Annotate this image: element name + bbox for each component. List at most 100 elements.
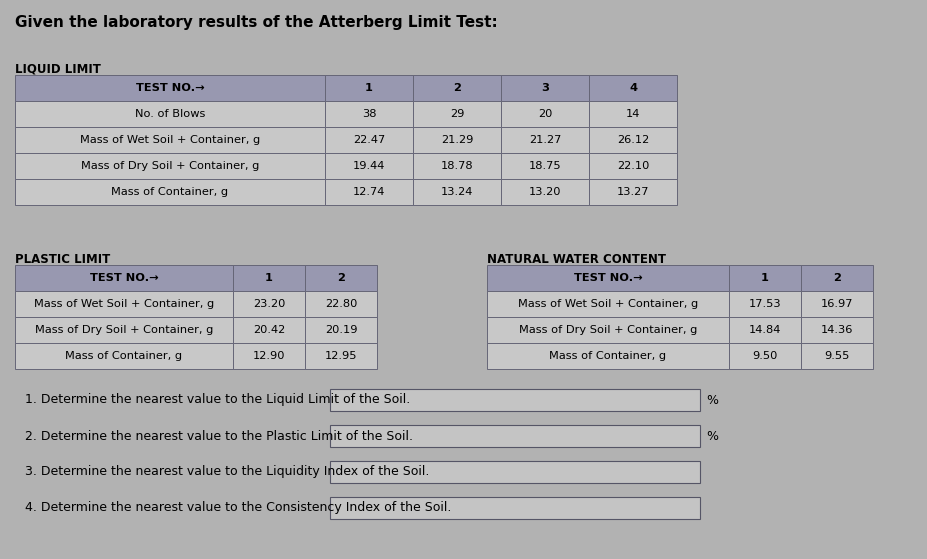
Bar <box>501 153 589 179</box>
Text: 16.97: 16.97 <box>820 299 853 309</box>
Text: 17.53: 17.53 <box>749 299 781 309</box>
Text: TEST NO.→: TEST NO.→ <box>135 83 204 93</box>
Bar <box>487 343 729 369</box>
Text: 20.42: 20.42 <box>253 325 286 335</box>
Text: 1. Determine the nearest value to the Liquid Limit of the Soil.: 1. Determine the nearest value to the Li… <box>25 394 411 406</box>
Text: 13.20: 13.20 <box>528 187 561 197</box>
Text: No. of Blows: No. of Blows <box>134 109 205 119</box>
Bar <box>305 265 377 291</box>
Bar <box>330 425 700 447</box>
Text: PLASTIC LIMIT: PLASTIC LIMIT <box>15 253 110 266</box>
Bar <box>15 343 233 369</box>
Bar <box>15 265 233 291</box>
Text: 14.84: 14.84 <box>749 325 781 335</box>
Bar <box>15 179 325 205</box>
Text: 19.44: 19.44 <box>353 161 386 171</box>
Bar <box>325 153 413 179</box>
Text: 2: 2 <box>833 273 841 283</box>
Text: 22.10: 22.10 <box>616 161 649 171</box>
Text: Mass of Wet Soil + Container, g: Mass of Wet Soil + Container, g <box>518 299 698 309</box>
Text: 29: 29 <box>450 109 464 119</box>
Text: %: % <box>706 429 718 443</box>
Text: Mass of Dry Soil + Container, g: Mass of Dry Soil + Container, g <box>519 325 697 335</box>
Bar <box>501 101 589 127</box>
Text: 2: 2 <box>453 83 461 93</box>
Text: Mass of Wet Soil + Container, g: Mass of Wet Soil + Container, g <box>80 135 260 145</box>
Text: Mass of Container, g: Mass of Container, g <box>550 351 667 361</box>
Text: 13.24: 13.24 <box>441 187 473 197</box>
Text: 14: 14 <box>626 109 641 119</box>
Bar <box>330 389 700 411</box>
Bar <box>487 317 729 343</box>
Bar <box>729 291 801 317</box>
Text: TEST NO.→: TEST NO.→ <box>90 273 159 283</box>
Bar <box>330 497 700 519</box>
Text: 12.95: 12.95 <box>324 351 357 361</box>
Text: %: % <box>706 394 718 406</box>
Bar <box>589 127 677 153</box>
Bar <box>15 153 325 179</box>
Text: 23.20: 23.20 <box>253 299 286 309</box>
Bar <box>729 265 801 291</box>
Bar <box>305 291 377 317</box>
Text: Mass of Dry Soil + Container, g: Mass of Dry Soil + Container, g <box>35 325 213 335</box>
Bar <box>15 75 325 101</box>
Bar <box>589 179 677 205</box>
Bar <box>233 291 305 317</box>
Bar <box>325 127 413 153</box>
Text: 4. Determine the nearest value to the Consistency Index of the Soil.: 4. Determine the nearest value to the Co… <box>25 501 451 514</box>
Text: NATURAL WATER CONTENT: NATURAL WATER CONTENT <box>487 253 666 266</box>
Text: Mass of Container, g: Mass of Container, g <box>66 351 183 361</box>
Bar <box>501 75 589 101</box>
Bar <box>325 101 413 127</box>
Text: 12.90: 12.90 <box>253 351 286 361</box>
Bar <box>15 101 325 127</box>
Text: Mass of Dry Soil + Container, g: Mass of Dry Soil + Container, g <box>81 161 260 171</box>
Text: 1: 1 <box>265 273 273 283</box>
Text: 2. Determine the nearest value to the Plastic Limit of the Soil.: 2. Determine the nearest value to the Pl… <box>25 429 413 443</box>
Bar <box>233 343 305 369</box>
Bar <box>233 317 305 343</box>
Bar <box>325 179 413 205</box>
Bar <box>305 343 377 369</box>
Text: 9.55: 9.55 <box>824 351 850 361</box>
Text: 3. Determine the nearest value to the Liquidity Index of the Soil.: 3. Determine the nearest value to the Li… <box>25 466 429 479</box>
Bar <box>413 153 501 179</box>
Bar <box>589 153 677 179</box>
Bar <box>15 317 233 343</box>
Bar <box>330 461 700 483</box>
Text: Mass of Wet Soil + Container, g: Mass of Wet Soil + Container, g <box>34 299 214 309</box>
Bar <box>487 291 729 317</box>
Bar <box>305 317 377 343</box>
Text: 13.27: 13.27 <box>616 187 649 197</box>
Text: 4: 4 <box>629 83 637 93</box>
Text: 21.27: 21.27 <box>528 135 561 145</box>
Bar <box>487 265 729 291</box>
Text: 9.50: 9.50 <box>753 351 778 361</box>
Bar <box>413 127 501 153</box>
Text: Mass of Container, g: Mass of Container, g <box>111 187 229 197</box>
Text: 18.78: 18.78 <box>440 161 474 171</box>
Bar <box>801 317 873 343</box>
Bar <box>15 127 325 153</box>
Text: Given the laboratory results of the Atterberg Limit Test:: Given the laboratory results of the Atte… <box>15 15 498 30</box>
Text: 18.75: 18.75 <box>528 161 562 171</box>
Text: 1: 1 <box>365 83 373 93</box>
Bar <box>413 75 501 101</box>
Bar <box>729 317 801 343</box>
Bar <box>413 101 501 127</box>
Text: LIQUID LIMIT: LIQUID LIMIT <box>15 63 101 76</box>
Text: 20.19: 20.19 <box>324 325 357 335</box>
Bar <box>233 265 305 291</box>
Bar <box>15 291 233 317</box>
Text: 22.47: 22.47 <box>353 135 385 145</box>
Text: TEST NO.→: TEST NO.→ <box>574 273 642 283</box>
Text: 12.74: 12.74 <box>353 187 386 197</box>
Bar <box>501 179 589 205</box>
Text: 20: 20 <box>538 109 552 119</box>
Bar <box>729 343 801 369</box>
Bar <box>589 101 677 127</box>
Text: 38: 38 <box>362 109 376 119</box>
Text: 2: 2 <box>337 273 345 283</box>
Bar <box>801 265 873 291</box>
